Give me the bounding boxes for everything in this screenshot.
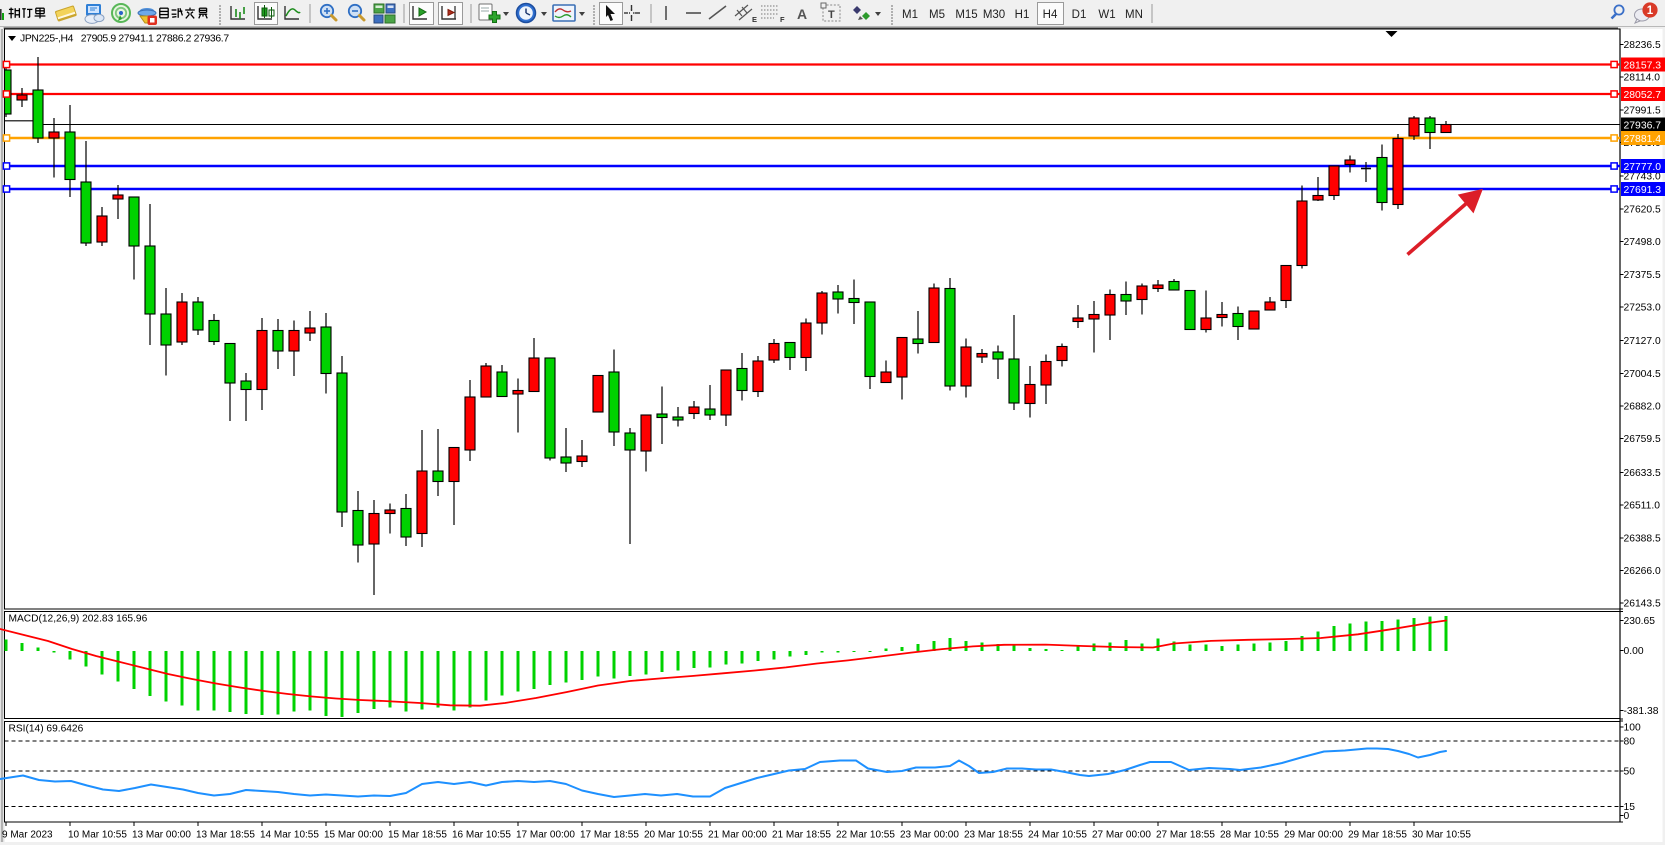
svg-text:26266.0: 26266.0 <box>1624 566 1661 577</box>
svg-text:H4: H4 <box>1043 9 1058 21</box>
svg-text:27936.7: 27936.7 <box>1624 120 1662 131</box>
svg-text:26511.0: 26511.0 <box>1624 501 1661 512</box>
svg-text:26143.5: 26143.5 <box>1624 599 1661 610</box>
svg-text:D1: D1 <box>1072 9 1087 21</box>
svg-text:28157.3: 28157.3 <box>1624 60 1662 71</box>
svg-text:80: 80 <box>1624 737 1636 748</box>
svg-text:H1: H1 <box>1015 9 1030 21</box>
svg-text:27691.3: 27691.3 <box>1624 185 1662 196</box>
svg-text:M30: M30 <box>983 9 1005 21</box>
svg-text:30 Mar 10:55: 30 Mar 10:55 <box>1412 830 1471 841</box>
svg-text:10 Mar 10:55: 10 Mar 10:55 <box>68 830 127 841</box>
svg-text:M1: M1 <box>902 9 918 21</box>
svg-text:27 Mar 18:55: 27 Mar 18:55 <box>1156 830 1215 841</box>
svg-text:27004.5: 27004.5 <box>1624 369 1661 380</box>
svg-text:26388.5: 26388.5 <box>1624 534 1661 545</box>
svg-text:14 Mar 10:55: 14 Mar 10:55 <box>260 830 319 841</box>
svg-text:50: 50 <box>1624 767 1636 778</box>
svg-text:9 Mar 2023: 9 Mar 2023 <box>2 830 53 841</box>
svg-text:27881.4: 27881.4 <box>1624 134 1662 145</box>
svg-text:29 Mar 00:00: 29 Mar 00:00 <box>1284 830 1343 841</box>
svg-text:22 Mar 10:55: 22 Mar 10:55 <box>836 830 895 841</box>
svg-text:JPN225-,H4 27905.9 27941.1 2: JPN225-,H4 27905.9 27941.1 27886.2 27936… <box>20 34 229 45</box>
svg-text:28236.5: 28236.5 <box>1624 40 1661 51</box>
svg-text:27127.0: 27127.0 <box>1624 336 1661 347</box>
svg-text:26882.0: 26882.0 <box>1624 402 1661 413</box>
svg-text:15 Mar 18:55: 15 Mar 18:55 <box>388 830 447 841</box>
svg-text:27777.0: 27777.0 <box>1624 162 1662 173</box>
svg-text:27375.5: 27375.5 <box>1624 270 1661 281</box>
svg-text:13 Mar 18:55: 13 Mar 18:55 <box>196 830 255 841</box>
svg-text:17 Mar 18:55: 17 Mar 18:55 <box>580 830 639 841</box>
svg-text:28114.0: 28114.0 <box>1624 73 1661 84</box>
svg-text:RSI(14) 69.6426: RSI(14) 69.6426 <box>9 724 84 735</box>
svg-text:MN: MN <box>1125 9 1143 21</box>
svg-text:1: 1 <box>1647 5 1654 17</box>
svg-text:M5: M5 <box>929 9 945 21</box>
svg-text:17 Mar 00:00: 17 Mar 00:00 <box>516 830 575 841</box>
svg-text:29 Mar 18:55: 29 Mar 18:55 <box>1348 830 1407 841</box>
svg-text:24 Mar 10:55: 24 Mar 10:55 <box>1028 830 1087 841</box>
svg-text:A: A <box>797 6 807 22</box>
svg-text:230.65: 230.65 <box>1624 616 1656 627</box>
svg-text:23 Mar 00:00: 23 Mar 00:00 <box>900 830 959 841</box>
svg-text:M15: M15 <box>955 9 977 21</box>
svg-text:28052.7: 28052.7 <box>1624 90 1662 101</box>
svg-text:0.00: 0.00 <box>1624 646 1644 657</box>
svg-text:23 Mar 18:55: 23 Mar 18:55 <box>964 830 1023 841</box>
svg-text:21 Mar 00:00: 21 Mar 00:00 <box>708 830 767 841</box>
svg-text:16 Mar 10:55: 16 Mar 10:55 <box>452 830 511 841</box>
svg-text:27498.0: 27498.0 <box>1624 237 1661 248</box>
svg-text:26759.5: 26759.5 <box>1624 434 1661 445</box>
svg-text:F: F <box>780 15 785 24</box>
svg-text:0: 0 <box>1624 811 1630 822</box>
svg-text:13 Mar 00:00: 13 Mar 00:00 <box>132 830 191 841</box>
svg-text:28 Mar 10:55: 28 Mar 10:55 <box>1220 830 1279 841</box>
svg-text:W1: W1 <box>1098 9 1115 21</box>
svg-text:100: 100 <box>1624 723 1641 734</box>
svg-text:21 Mar 18:55: 21 Mar 18:55 <box>772 830 831 841</box>
svg-text:15 Mar 00:00: 15 Mar 00:00 <box>324 830 383 841</box>
svg-text:MACD(12,26,9) 202.83 165.96: MACD(12,26,9) 202.83 165.96 <box>9 614 148 625</box>
svg-text:20 Mar 10:55: 20 Mar 10:55 <box>644 830 703 841</box>
svg-text:27 Mar 00:00: 27 Mar 00:00 <box>1092 830 1151 841</box>
svg-text:27991.5: 27991.5 <box>1624 106 1661 117</box>
svg-text:E: E <box>752 15 757 24</box>
svg-text:26633.5: 26633.5 <box>1624 468 1661 479</box>
svg-text:27253.0: 27253.0 <box>1624 303 1661 314</box>
svg-text:15: 15 <box>1624 802 1636 813</box>
svg-text:27743.0: 27743.0 <box>1624 172 1661 183</box>
svg-text:T: T <box>828 9 835 21</box>
svg-text:-381.38: -381.38 <box>1624 706 1659 717</box>
svg-text:27620.5: 27620.5 <box>1624 205 1661 216</box>
